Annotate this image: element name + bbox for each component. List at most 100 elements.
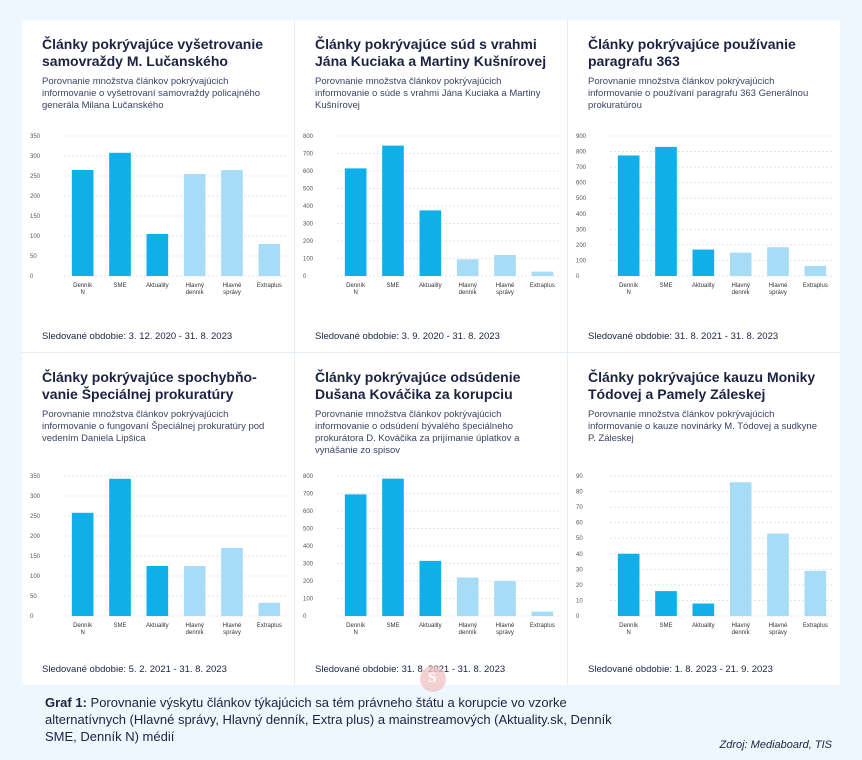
- y-tick-label: 800: [576, 150, 587, 156]
- chart-panel-6: Články pokrývajúce kauzu Moniky Tódovej …: [568, 353, 840, 685]
- chart-title: Články pokrývajúce spochybňo-vanie Špeci…: [42, 369, 257, 402]
- x-tick-label: Aktuality: [692, 623, 715, 629]
- y-tick-label: 70: [576, 505, 583, 511]
- bar: [221, 170, 243, 276]
- source-note: Zdroj: Mediaboard, TIS: [719, 739, 833, 751]
- bar: [531, 271, 554, 276]
- bar-chart: 0 100 200 300 400 500 600 700 800 Denník N SME Aktua…: [303, 474, 561, 636]
- bar: [494, 255, 516, 276]
- x-tick-label: Hlavný denník: [185, 283, 204, 296]
- x-tick-label: Hlavné správy: [496, 623, 515, 636]
- x-tick-label: Aktuality: [692, 283, 715, 289]
- bar: [71, 512, 94, 616]
- bar-chart: 0 50 100 150 200 250 300 350 Denník N SME Aktuality…: [30, 474, 288, 636]
- y-tick-label: 40: [576, 552, 583, 558]
- y-tick-label: 0: [303, 274, 307, 280]
- bar: [71, 170, 94, 276]
- y-tick-label: 200: [576, 243, 587, 249]
- y-tick-label: 350: [30, 134, 41, 140]
- bar-chart: 0 100 200 300 400 500 600 700 800 900 Denník N SME Ak…: [576, 134, 834, 296]
- bar: [531, 611, 554, 616]
- y-tick-label: 80: [576, 490, 583, 496]
- tracked-period: Sledované obdobie: 5. 2. 2021 - 31. 8. 2…: [42, 664, 227, 675]
- chart-subtitle: Porovnanie množstva článkov pokrývajúcic…: [315, 76, 541, 111]
- y-tick-label: 500: [303, 187, 314, 193]
- x-tick-label: Aktuality: [146, 283, 169, 289]
- watermark-logo: [420, 666, 446, 692]
- y-tick-label: 0: [303, 614, 307, 620]
- y-tick-label: 0: [576, 274, 580, 280]
- y-tick-label: 200: [303, 239, 314, 245]
- y-tick-label: 60: [576, 521, 583, 527]
- y-tick-label: 0: [30, 274, 34, 280]
- y-tick-label: 600: [576, 181, 587, 187]
- y-tick-label: 600: [303, 169, 314, 175]
- x-tick-label: SME: [659, 623, 672, 629]
- y-tick-label: 50: [576, 536, 583, 542]
- y-tick-label: 700: [303, 152, 314, 158]
- bar: [617, 155, 640, 276]
- y-tick-label: 150: [30, 554, 41, 560]
- figure-caption: Graf 1: Porovnanie výskytu článkov týkaj…: [45, 694, 645, 745]
- y-tick-label: 50: [30, 594, 37, 600]
- y-tick-label: 700: [576, 165, 587, 171]
- x-tick-label: Extraplus: [803, 283, 828, 289]
- x-tick-label: Hlavné správy: [496, 283, 515, 296]
- chart-title: Články pokrývajúce vyšetrovanie samovraž…: [42, 36, 264, 69]
- chart-panel-3: Články pokrývajúce používanie paragrafu …: [568, 20, 840, 352]
- y-tick-label: 800: [303, 474, 314, 480]
- chart-panel-4: Články pokrývajúce spochybňo-vanie Špeci…: [22, 353, 294, 685]
- y-tick-label: 200: [303, 579, 314, 585]
- chart-title: Články pokrývajúce odsúdenie Dušana Ková…: [315, 369, 521, 402]
- x-tick-label: Extraplus: [257, 623, 282, 629]
- x-tick-label: Extraplus: [530, 283, 555, 289]
- bar: [109, 478, 131, 616]
- y-tick-label: 300: [30, 154, 41, 160]
- y-tick-label: 400: [303, 544, 314, 550]
- chart-title: Články pokrývajúce kauzu Moniky Tódovej …: [588, 369, 816, 402]
- bar: [655, 591, 677, 616]
- bar: [767, 247, 789, 276]
- x-tick-label: Aktuality: [419, 283, 442, 289]
- x-tick-label: Denník N: [73, 623, 93, 636]
- y-tick-label: 300: [303, 562, 314, 568]
- chart-subtitle: Porovnanie množstva článkov pokrývajúcic…: [588, 76, 809, 111]
- y-tick-label: 90: [576, 474, 583, 480]
- bar: [344, 168, 367, 276]
- bar: [258, 602, 281, 616]
- y-tick-label: 100: [30, 234, 41, 240]
- x-tick-label: Extraplus: [803, 623, 828, 629]
- tracked-period: Sledované obdobie: 31. 8. 2021 - 31. 8. …: [315, 664, 506, 675]
- chart-panel-1: Články pokrývajúce vyšetrovanie samovraž…: [22, 20, 294, 352]
- bar: [258, 244, 281, 276]
- bar: [382, 145, 404, 276]
- x-tick-label: Hlavné správy: [223, 283, 242, 296]
- bar: [456, 259, 479, 276]
- bar: [146, 566, 169, 616]
- bar: [729, 252, 752, 276]
- bar: [109, 152, 131, 276]
- x-tick-label: Aktuality: [146, 623, 169, 629]
- y-tick-label: 100: [303, 597, 314, 603]
- y-tick-label: 200: [30, 194, 41, 200]
- y-tick-label: 150: [30, 214, 41, 220]
- bar: [146, 234, 169, 276]
- chart-subtitle: Porovnanie množstva článkov pokrývajúcic…: [588, 409, 818, 444]
- x-tick-label: Denník N: [73, 283, 93, 296]
- x-tick-label: Hlavné správy: [223, 623, 242, 636]
- y-tick-label: 250: [30, 174, 41, 180]
- y-tick-label: 0: [30, 614, 34, 620]
- caption-text: Porovnanie výskytu článkov týkajúcich sa…: [45, 695, 612, 744]
- y-tick-label: 0: [576, 614, 580, 620]
- x-tick-label: Hlavný denník: [185, 623, 204, 636]
- y-tick-label: 500: [303, 527, 314, 533]
- y-tick-label: 100: [303, 257, 314, 263]
- bar: [419, 560, 442, 616]
- y-tick-label: 10: [576, 598, 583, 604]
- bar: [804, 265, 827, 276]
- bar: [221, 548, 243, 616]
- bar: [456, 577, 479, 616]
- x-tick-label: Denník N: [619, 283, 639, 296]
- chart-panel-2: Články pokrývajúce súd s vrahmi Jána Kuc…: [295, 20, 567, 352]
- bar: [183, 174, 206, 276]
